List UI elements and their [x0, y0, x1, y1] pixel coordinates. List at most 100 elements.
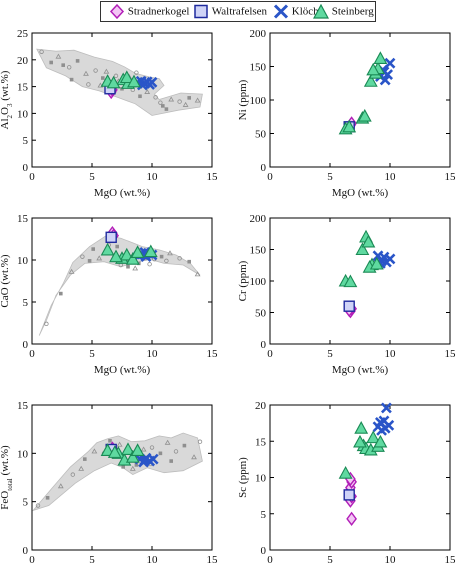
y-tick-label: 5	[23, 297, 29, 309]
x-data-point	[139, 454, 151, 466]
background-data-point	[66, 65, 72, 70]
legend-item-stradnerkogel: Stradnerkogel	[109, 3, 189, 20]
x-tick-label: 10	[385, 554, 397, 566]
chart-panel-bottom-right: 05101505101520MgO (wt.%)Sc (ppm)	[237, 400, 456, 571]
x-tick-label: 15	[445, 171, 457, 183]
y-tick-label: 50	[255, 308, 267, 320]
triangle-data-point	[130, 245, 145, 258]
x-tick-label: 0	[29, 554, 35, 566]
y-axis-label: Sc (ppm)	[237, 457, 249, 498]
square-marker-icon	[193, 4, 209, 19]
background-data-point	[153, 95, 158, 100]
x-tick-label: 10	[147, 171, 159, 183]
x-tick-label: 15	[207, 171, 219, 183]
triangle-data-point	[354, 421, 369, 434]
background-data-point	[101, 76, 105, 80]
x-axis-label: MgO (wt.%)	[94, 187, 151, 199]
y-tick-label: 5	[261, 509, 267, 521]
background-data-point	[126, 264, 130, 269]
triangle-data-point	[100, 242, 115, 256]
triangle-data-point	[130, 443, 145, 456]
background-data-point	[187, 259, 191, 264]
plot-frame	[269, 32, 451, 168]
background-data-point	[144, 88, 151, 94]
y-tick-label: 150	[250, 245, 267, 257]
triangle-data-point	[343, 274, 358, 288]
background-data-point	[158, 451, 163, 456]
x-tick-label: 15	[445, 554, 457, 566]
background-data-point	[61, 63, 65, 67]
x-tick-label: 5	[327, 554, 333, 566]
x-marker-icon	[273, 4, 289, 19]
background-data-point	[149, 445, 155, 450]
triangle-data-point	[361, 234, 376, 248]
background-data-point	[194, 97, 201, 103]
diamond-marker-icon	[109, 3, 125, 20]
chart-panel-middle-left: 0 5 10 15 0 5 10 15 MgO (wt.%) CaO (wt.%)	[0, 213, 218, 376]
y-axis-label: Al2O3 (wt.%)	[0, 70, 14, 129]
background-data-point	[68, 268, 75, 274]
background-data-point	[93, 68, 98, 73]
y-tick-label: 100	[250, 95, 267, 107]
background-data-point	[121, 465, 125, 469]
background-data-point	[168, 96, 175, 102]
x-tick-label: 10	[147, 348, 159, 360]
x-tick-label: 0	[29, 348, 35, 360]
triangle-data-point	[353, 434, 367, 448]
y-tick-label: 100	[250, 276, 267, 288]
x-data-point	[380, 402, 392, 414]
triangle-data-point	[107, 445, 122, 458]
background-data-point	[129, 465, 136, 471]
background-data-point	[134, 463, 139, 467]
y-tick-label: 0	[261, 545, 267, 557]
background-data-point	[57, 483, 64, 489]
y-tick-label: 0	[261, 339, 267, 351]
y-tick-label: 15	[255, 436, 267, 448]
background-data-point	[78, 465, 85, 471]
x-tick-label: 5	[327, 171, 333, 183]
legend-item-kloch: Klöch	[273, 4, 319, 19]
background-data-point	[164, 439, 171, 445]
y-tick-label: 0	[23, 162, 29, 174]
y-tick-label: 200	[250, 213, 267, 225]
y-tick-label: 20	[17, 55, 29, 67]
triangle-data-point	[373, 434, 388, 448]
background-data-point	[191, 454, 197, 460]
background-data-point	[97, 82, 104, 88]
legend-item-steinberg: Steinberg	[312, 3, 374, 19]
background-data-point	[59, 291, 63, 296]
x-tick-label: 15	[207, 348, 219, 360]
x-data-point	[136, 79, 148, 91]
background-data-point	[83, 457, 87, 461]
triangle-data-point	[127, 74, 141, 88]
x-axis-label: MgO (wt.%)	[332, 364, 389, 376]
x-tick-label: 15	[445, 348, 457, 360]
background-data-point	[164, 107, 169, 111]
plot-frame	[31, 32, 213, 168]
x-data-point	[379, 422, 391, 434]
y-axis-label: Ni (ppm)	[237, 79, 249, 120]
triangle-data-point	[366, 62, 381, 76]
triangle-data-point	[357, 108, 372, 122]
triangle-data-point	[363, 74, 378, 87]
x-data-point	[146, 76, 158, 88]
background-data-point	[35, 503, 41, 508]
triangle-data-point	[366, 430, 381, 444]
y-tick-label: 50	[255, 129, 267, 141]
background-data-point	[132, 265, 139, 271]
triangle-data-point	[143, 244, 158, 258]
background-data-point	[86, 82, 91, 87]
triangle-marker-icon	[312, 3, 330, 19]
background-data-point	[140, 446, 147, 452]
legend-label: Klöch	[291, 5, 319, 18]
legend: Stradnerkogel Waltrafelsen Klöch Steinbe…	[100, 1, 376, 22]
x-tick-label: 5	[89, 554, 95, 566]
background-data-point	[103, 68, 110, 74]
background-data-point	[70, 472, 75, 477]
chart-panel-top-left: 0 5 10 15 0 5 10 15 20 25 MgO (wt.%) Al2O3 (wt.%)	[0, 28, 218, 199]
y-axis-label: Cr (ppm)	[237, 260, 249, 301]
background-data-point	[194, 271, 201, 277]
square-data-point	[343, 489, 355, 501]
